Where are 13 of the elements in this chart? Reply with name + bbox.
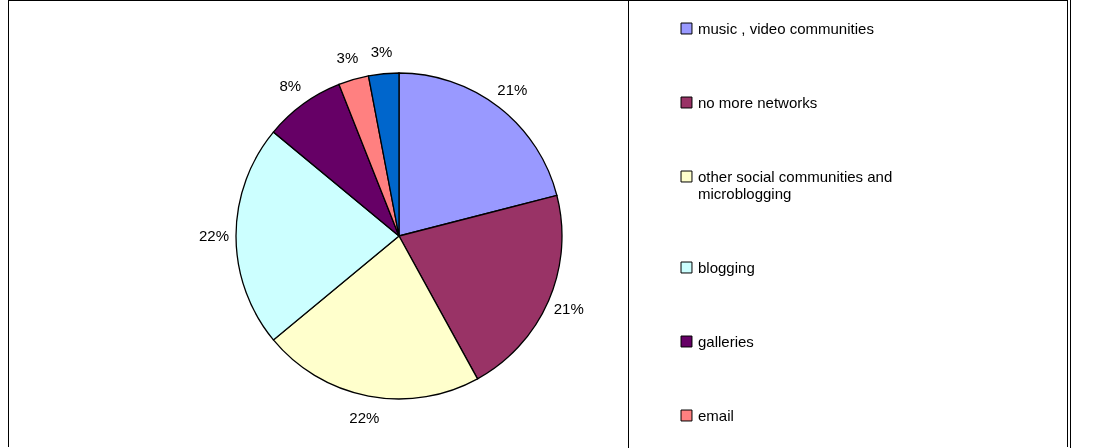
legend-label: other social communities and microblogging xyxy=(698,167,893,202)
data-label: 3% xyxy=(370,42,393,60)
data-label: 21% xyxy=(553,300,584,318)
data-label: 8% xyxy=(279,77,302,95)
legend-label: galleries xyxy=(698,332,754,350)
legend-label: email xyxy=(698,406,734,424)
data-label: 21% xyxy=(497,80,528,98)
legend-label: blogging xyxy=(698,258,755,276)
data-label: 22% xyxy=(349,408,380,426)
data-label: 22% xyxy=(198,227,230,244)
data-label: 3% xyxy=(336,49,359,67)
legend-label: no more networks xyxy=(698,93,818,111)
legend-label: music , video communities xyxy=(698,19,874,37)
